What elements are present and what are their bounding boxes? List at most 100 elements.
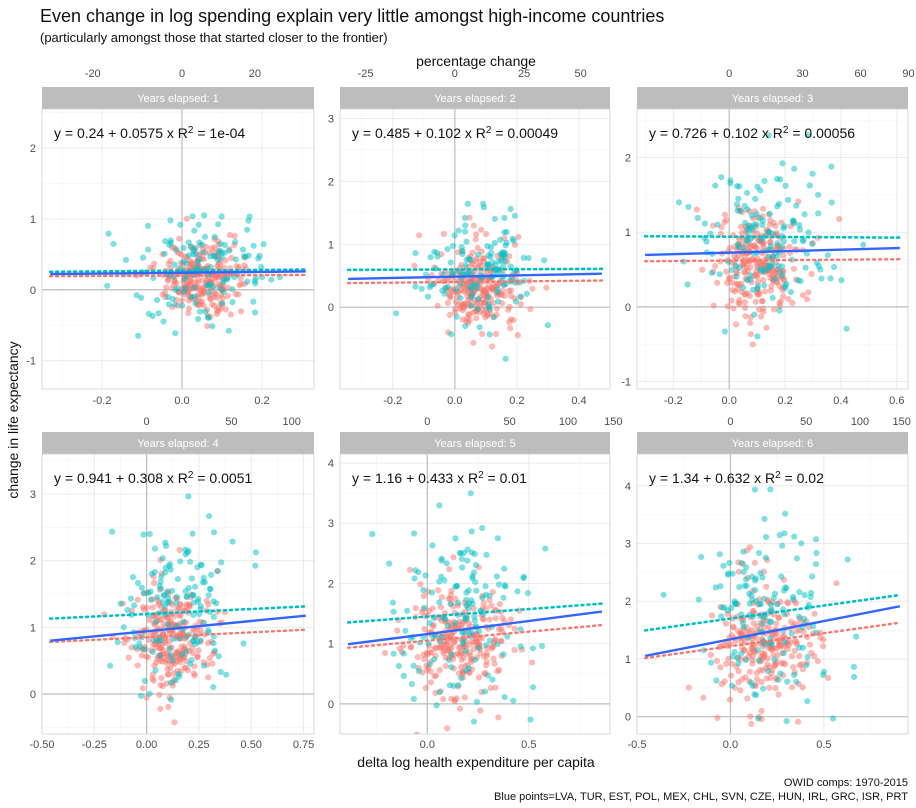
- facet-panel-3: Years elapsed: 3 y = 0.726 + 0.102 x R2 =…: [621, 68, 914, 407]
- data-point-teal: [221, 249, 228, 256]
- data-point-teal: [180, 258, 187, 265]
- data-point-teal: [459, 250, 466, 258]
- data-point-teal: [255, 255, 262, 262]
- data-point-teal: [779, 160, 786, 167]
- y-tick-label: 4: [625, 481, 631, 493]
- data-point-teal: [749, 682, 756, 689]
- data-point-red: [772, 685, 779, 692]
- data-point-red: [752, 298, 759, 305]
- data-point-teal: [214, 568, 221, 575]
- top-tick-label: 25: [518, 68, 530, 80]
- data-point-teal: [250, 242, 257, 249]
- data-point-teal: [171, 261, 178, 268]
- data-point-red: [226, 232, 233, 239]
- data-point-teal: [390, 650, 397, 657]
- data-point-teal: [464, 200, 471, 207]
- data-point-teal: [415, 667, 422, 675]
- top-tick-label: 50: [503, 416, 515, 428]
- y-tick-label: 2: [328, 176, 334, 188]
- data-point-red: [483, 658, 490, 665]
- data-point-teal: [757, 383, 763, 389]
- data-point-teal: [140, 254, 147, 261]
- data-point-red: [734, 281, 742, 288]
- data-point-teal: [217, 240, 224, 247]
- facet-strip: [42, 87, 314, 109]
- data-point-teal: [172, 330, 179, 337]
- data-point-teal: [465, 587, 472, 594]
- data-point-red: [195, 647, 202, 654]
- top-tick-label: 0: [424, 416, 430, 428]
- fit-line-teal: [346, 602, 604, 624]
- data-point-teal: [386, 560, 393, 567]
- data-point-teal: [802, 264, 809, 271]
- data-point-teal: [793, 678, 800, 685]
- data-point-teal: [461, 214, 468, 221]
- data-point-red: [741, 269, 748, 276]
- data-point-teal: [796, 589, 803, 596]
- data-point-teal: [765, 132, 772, 139]
- data-point-teal: [828, 163, 835, 170]
- data-point-teal: [752, 598, 760, 605]
- data-point-teal: [192, 300, 199, 307]
- data-point-teal: [774, 601, 781, 608]
- data-point-teal: [474, 285, 481, 292]
- top-axis-label: percentage change: [416, 53, 536, 69]
- data-point-teal: [525, 255, 532, 262]
- top-tick-label: 90: [902, 68, 914, 80]
- data-point-teal: [781, 530, 788, 537]
- data-point-teal: [137, 692, 145, 699]
- data-point-red: [714, 714, 721, 722]
- data-point-red: [466, 214, 473, 221]
- y-tick-label: 1: [30, 622, 36, 634]
- data-point-teal: [131, 602, 138, 609]
- data-point-red: [699, 266, 706, 273]
- data-point-teal: [167, 679, 174, 686]
- data-point-teal: [427, 254, 434, 261]
- data-point-teal: [229, 538, 236, 545]
- y-tick-label: 0: [328, 699, 334, 711]
- data-point-red: [472, 236, 479, 243]
- data-point-teal: [252, 549, 259, 556]
- data-point-red: [738, 638, 745, 645]
- data-point-red: [489, 643, 496, 650]
- data-point-red: [742, 299, 749, 306]
- data-point-teal: [205, 314, 212, 321]
- data-point-red: [713, 657, 721, 665]
- data-point-teal: [177, 558, 184, 565]
- data-point-teal: [105, 230, 112, 237]
- data-point-teal: [735, 660, 742, 667]
- data-point-red: [204, 639, 212, 647]
- data-point-teal: [199, 241, 206, 248]
- data-point-teal: [718, 174, 725, 181]
- x-tick-label: 0.4: [833, 395, 848, 407]
- data-point-red: [224, 292, 231, 300]
- data-point-red: [501, 292, 508, 299]
- data-point-teal: [747, 225, 754, 232]
- data-point-teal: [117, 600, 124, 607]
- data-point-teal: [167, 217, 174, 224]
- data-point-teal: [172, 286, 179, 294]
- data-point-red: [507, 325, 514, 332]
- data-point-teal: [468, 294, 475, 301]
- data-point-teal: [815, 263, 822, 270]
- data-point-teal: [180, 244, 187, 252]
- facet-strip: [340, 432, 610, 454]
- data-point-red: [737, 223, 745, 230]
- data-point-teal: [191, 583, 199, 590]
- data-point-red: [444, 646, 451, 653]
- data-point-teal: [514, 588, 521, 595]
- data-point-red: [707, 651, 715, 659]
- data-point-teal: [502, 583, 509, 590]
- data-point-teal: [467, 284, 474, 291]
- y-tick-label: 2: [30, 143, 36, 155]
- data-point-red: [735, 252, 742, 259]
- data-point-red: [203, 597, 210, 605]
- fit-line-red: [643, 258, 902, 263]
- x-tick-label: -0.2: [383, 395, 402, 407]
- data-point-red: [211, 293, 218, 300]
- data-point-red: [754, 676, 761, 683]
- data-point-red: [487, 685, 494, 692]
- data-point-red: [785, 295, 792, 303]
- data-point-red: [191, 626, 198, 633]
- data-point-teal: [462, 648, 469, 655]
